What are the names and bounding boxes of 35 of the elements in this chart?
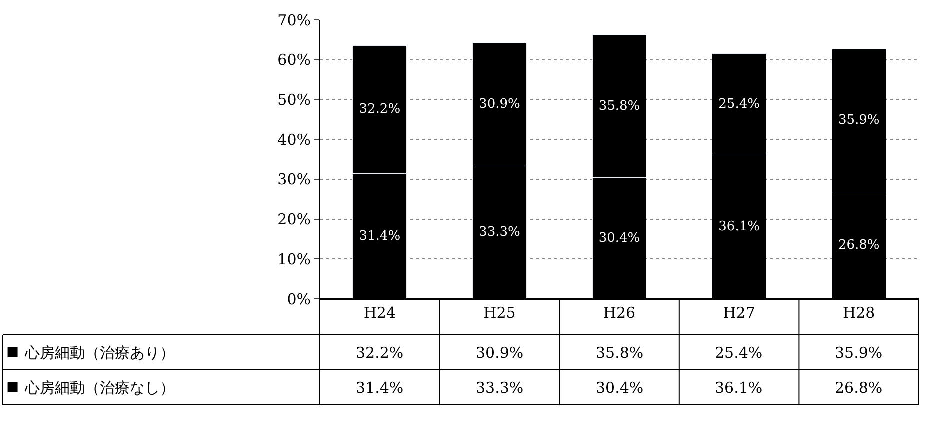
data-label: 35.8%	[596, 344, 644, 362]
data-label: 30.9%	[476, 344, 524, 362]
data-label: 35.9%	[835, 344, 883, 362]
text: 33.3%	[479, 225, 520, 240]
text: 35.9%	[838, 113, 880, 128]
text: 25.4%	[718, 97, 760, 112]
y-tick-label: 50%	[278, 90, 311, 109]
text: 35.8%	[598, 98, 640, 114]
legend-label: 心房細動（治療なし）	[24, 379, 175, 397]
text: 30.4%	[598, 230, 640, 246]
data-label: 26.8%	[835, 379, 883, 397]
y-tick-label: 60%	[278, 51, 311, 70]
y-tick-label: 10%	[278, 250, 311, 268]
y-tick-label: 20%	[278, 210, 311, 229]
y-tick-label: 0%	[287, 290, 311, 308]
data-label: 33.3%	[476, 379, 524, 397]
text: 30.9%	[479, 97, 520, 112]
data-label: 25.4%	[715, 344, 763, 362]
x-tick-label: H25	[484, 304, 516, 322]
y-tick-label: 70%	[278, 11, 311, 30]
text: 26.8%	[838, 238, 880, 254]
data-label: 32.2%	[356, 344, 404, 362]
text: 32.2%	[359, 102, 401, 118]
x-tick-label: H26	[603, 304, 636, 322]
x-tick-label: H24	[364, 304, 396, 322]
y-tick-label: 40%	[278, 130, 311, 149]
text: 31.4%	[359, 228, 401, 244]
x-tick-label: H28	[843, 304, 876, 322]
data-label: 30.4%	[596, 379, 644, 397]
text: 36.1%	[718, 220, 760, 235]
data-label: 36.1%	[715, 379, 763, 397]
data-label: 31.4%	[356, 379, 404, 397]
x-tick-label: H27	[723, 304, 756, 322]
y-tick-label: 30%	[278, 170, 311, 189]
legend-label: 心房細動（治療あり）	[24, 344, 175, 362]
